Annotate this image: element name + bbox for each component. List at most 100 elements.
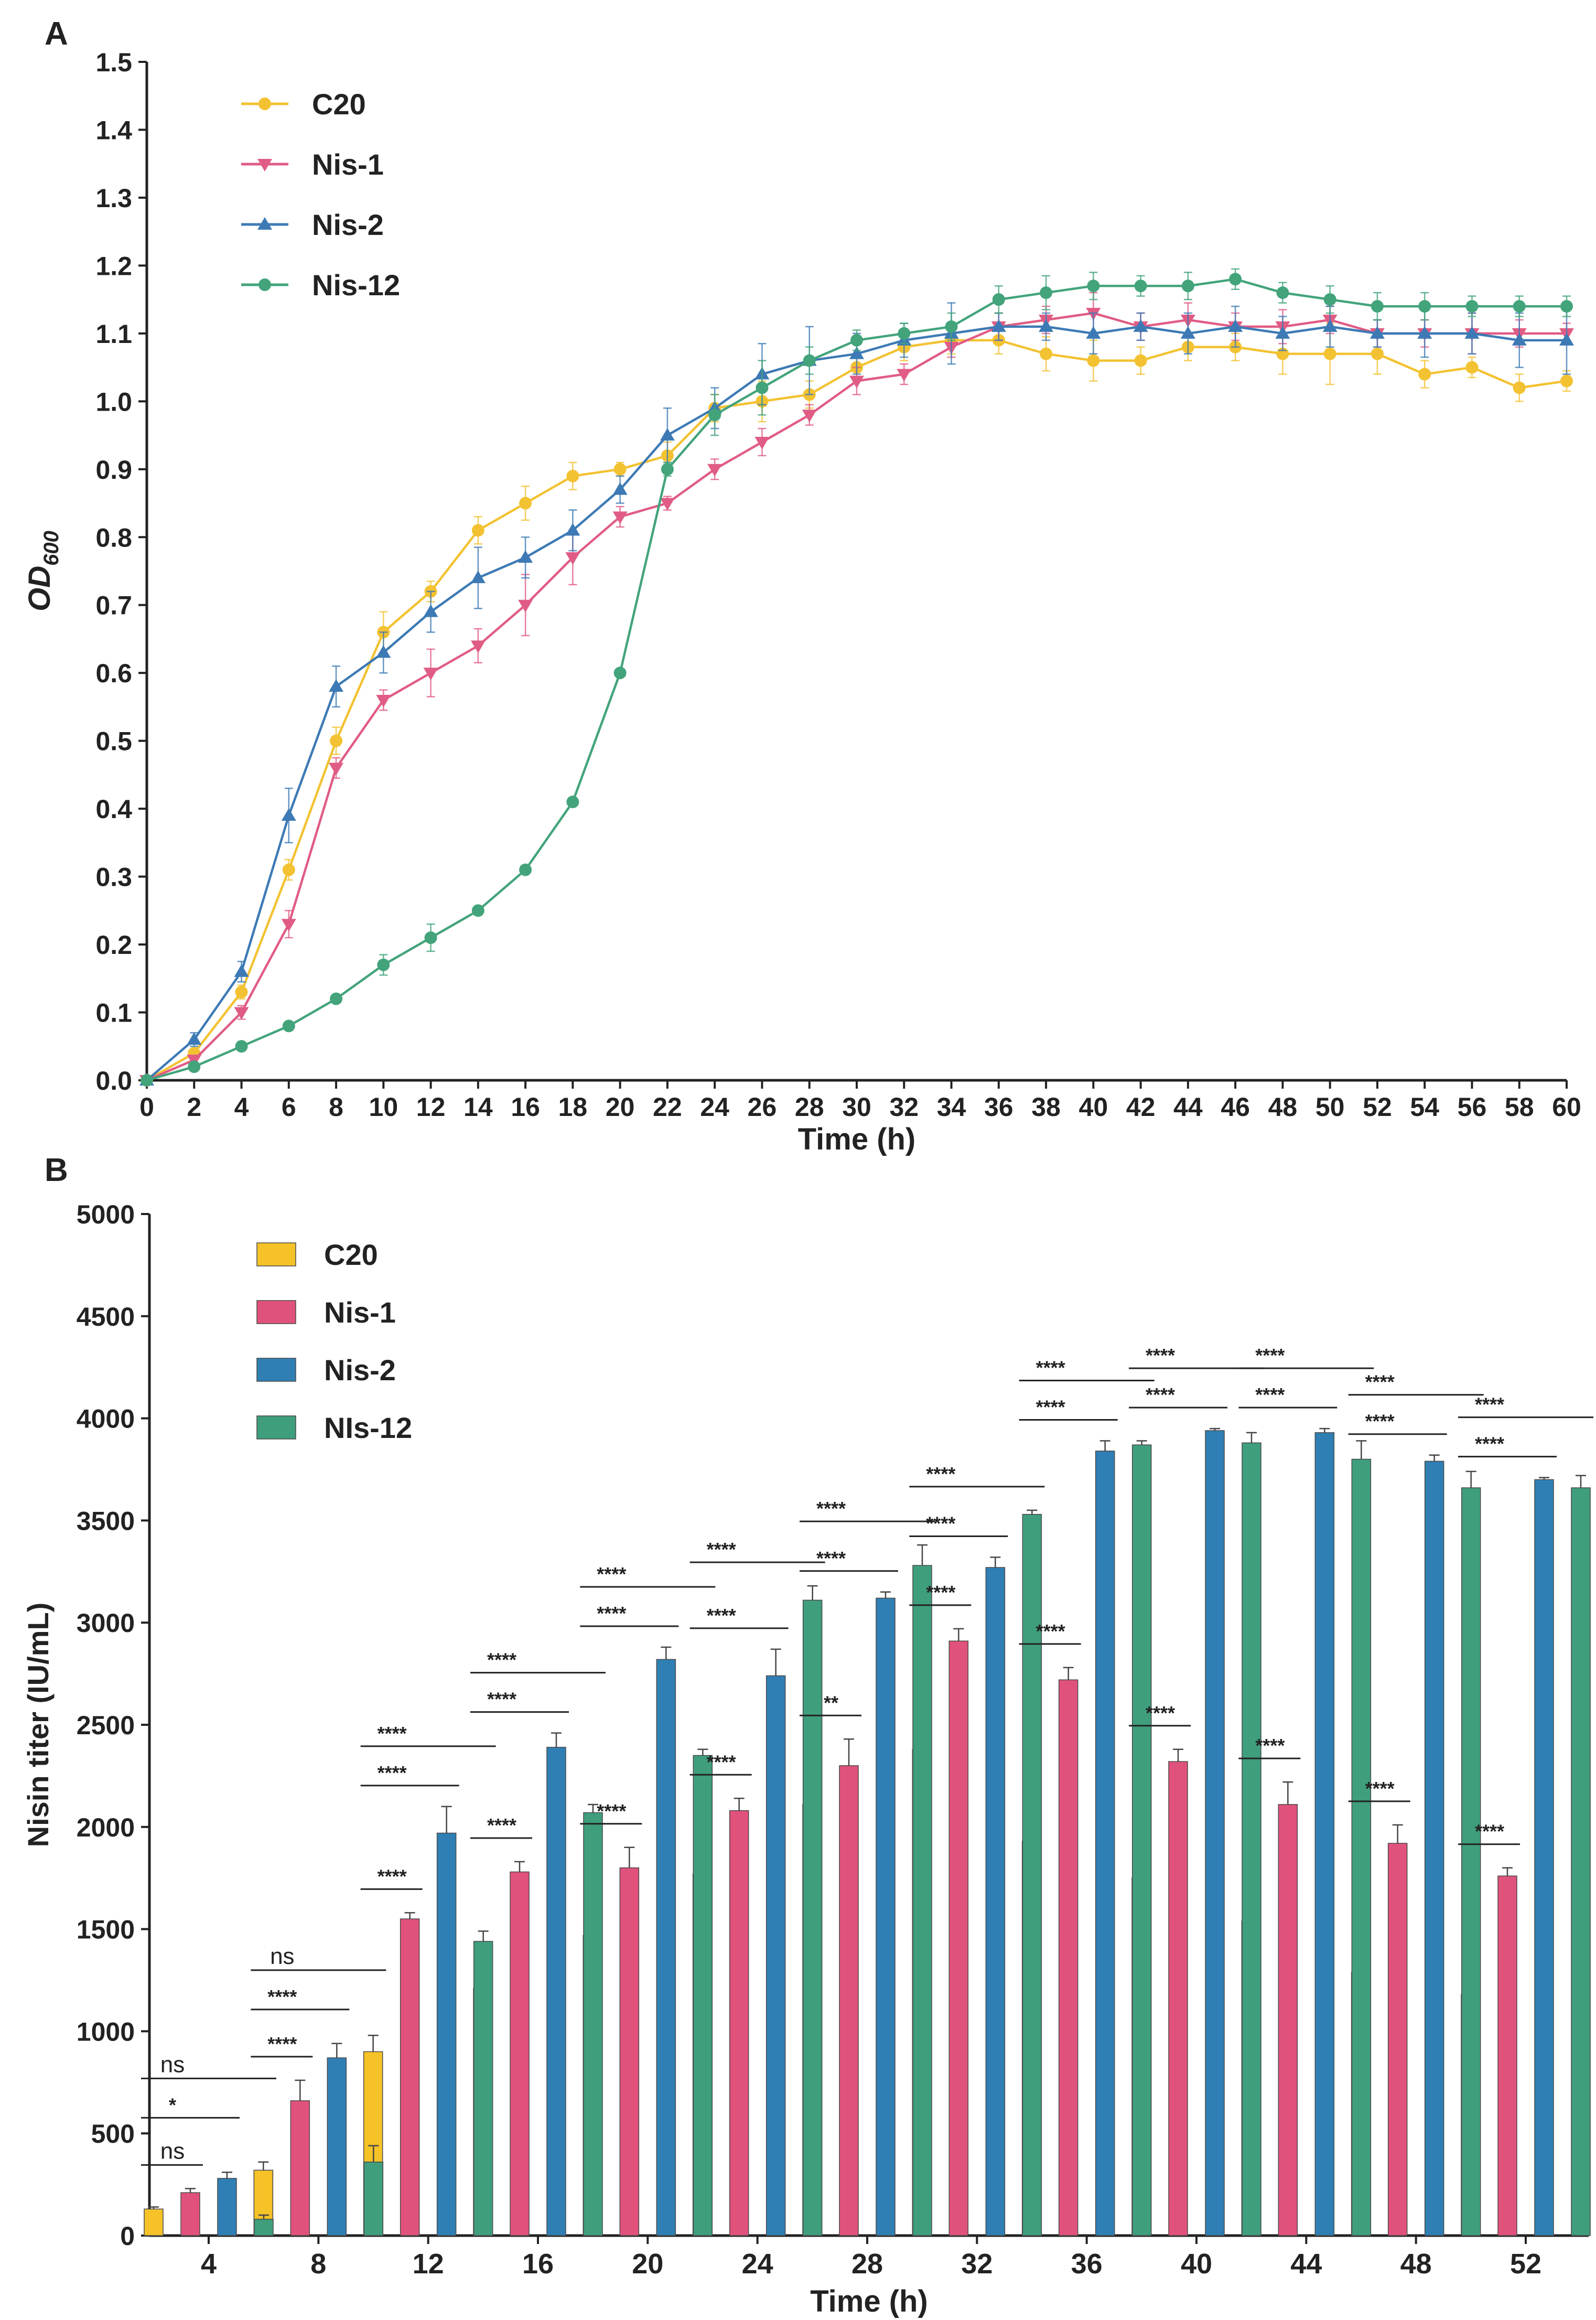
b-significance-label: ****	[926, 1513, 955, 1534]
b-bar	[693, 1755, 713, 2236]
a-x-tick-label: 30	[842, 1092, 871, 1122]
a-data-point	[423, 668, 438, 681]
b-bar	[1351, 1458, 1372, 2236]
a-y-tick-label: 0.3	[95, 863, 132, 892]
a-data-point	[1465, 300, 1479, 313]
a-data-point	[519, 863, 532, 876]
a-data-point	[1560, 374, 1573, 388]
a-data-point	[1323, 347, 1336, 360]
a-legend-item-c20: C20	[241, 88, 366, 121]
a-data-point	[424, 931, 437, 944]
a-data-point	[565, 523, 580, 536]
b-y-tick-label: 3000	[77, 1608, 135, 1638]
a-legend-marker	[258, 278, 271, 291]
a-data-point	[1559, 332, 1574, 346]
b-bar	[473, 1941, 493, 2236]
b-x-axis-title: Time (h)	[810, 2284, 928, 2318]
b-significance-label: ****	[1146, 1345, 1175, 1366]
a-x-tick-label: 48	[1268, 1092, 1298, 1122]
b-significance-label: ****	[378, 1865, 407, 1887]
b-bar	[400, 1918, 420, 2236]
a-data-point	[423, 604, 438, 617]
a-y-tick-label: 0.7	[95, 591, 132, 620]
b-y-axis-title: Nisin titer (IU/mL)	[21, 1603, 55, 1848]
b-x-tick-label: 44	[1290, 2248, 1322, 2280]
a-x-tick-label: 4	[234, 1092, 249, 1122]
b-bar	[802, 1599, 823, 2236]
b-bar	[546, 1747, 566, 2236]
a-data-point	[281, 808, 296, 821]
a-y-axis-title-main: OD	[23, 566, 57, 611]
a-legend-label: Nis-2	[312, 208, 384, 241]
b-y-tick-label: 500	[91, 2119, 135, 2149]
b-significance-label: ****	[1036, 1396, 1065, 1417]
b-bar	[363, 2161, 384, 2236]
b-y-tick-label: 2000	[77, 1813, 135, 1842]
a-x-tick-label: 50	[1315, 1092, 1345, 1122]
a-data-point	[660, 428, 675, 441]
a-legend-item-nis-12: Nis-12	[241, 268, 400, 302]
a-data-point	[992, 293, 1005, 306]
b-significance-label: ****	[707, 1605, 736, 1626]
b-bar	[1424, 1460, 1444, 2236]
a-x-tick-label: 32	[889, 1092, 919, 1122]
a-data-point	[1180, 326, 1195, 339]
b-significance-label: ****	[1475, 1821, 1504, 1842]
a-y-tick-label: 1.0	[95, 387, 132, 416]
b-x-tick-label: 8	[310, 2248, 326, 2280]
a-data-point	[708, 409, 721, 422]
a-data-point	[613, 463, 627, 476]
a-legend-label: Nis-12	[312, 268, 400, 302]
a-data-point	[1087, 280, 1100, 293]
a-data-point	[187, 1032, 202, 1045]
panel-b-letter: B	[45, 1152, 68, 1188]
b-significance-label: ****	[1255, 1345, 1285, 1366]
a-x-tick-label: 56	[1458, 1092, 1487, 1122]
b-y-tick-label: 1500	[77, 1915, 135, 1945]
b-significance-label: ns	[160, 2138, 185, 2164]
a-y-tick-label: 0.9	[95, 455, 132, 485]
b-bar	[765, 1675, 786, 2236]
a-data-point	[661, 463, 674, 476]
b-bar	[1131, 1444, 1152, 2236]
b-significance-label: ****	[267, 1986, 297, 2007]
a-data-point	[613, 667, 627, 680]
a-data-point	[234, 964, 249, 977]
a-x-tick-label: 14	[463, 1092, 493, 1122]
a-data-point	[898, 327, 911, 340]
b-significance-label: ****	[926, 1582, 955, 1603]
a-data-point	[1513, 300, 1526, 313]
a-data-point	[566, 469, 579, 482]
b-x-tick-label: 32	[961, 2248, 993, 2280]
b-legend-label: Nis-1	[324, 1296, 396, 1329]
a-legend-marker	[257, 159, 272, 171]
a-legend-label: Nis-1	[312, 148, 384, 181]
a-x-tick-label: 10	[369, 1092, 398, 1122]
b-bar	[583, 1812, 603, 2236]
b-significance-label: ****	[707, 1539, 736, 1560]
a-data-point	[376, 694, 391, 707]
b-significance-label: ****	[1475, 1394, 1504, 1415]
b-bar	[290, 2100, 310, 2236]
panel-b-bar-chart: 0 500 1000 1500 2000 2500 3000 3500 4000 4500 5000…	[21, 1200, 1593, 2318]
a-legend-marker	[258, 98, 271, 110]
b-series-nis-1	[180, 1628, 1517, 2236]
a-data-point	[1417, 326, 1432, 339]
b-significance-label: ****	[487, 1649, 516, 1671]
a-x-tick-label: 58	[1505, 1092, 1534, 1122]
a-data-point	[235, 985, 248, 998]
a-x-tick-label: 22	[653, 1092, 682, 1122]
b-significance-label: ****	[926, 1463, 955, 1485]
a-data-point	[1228, 319, 1243, 332]
a-data-point	[1040, 286, 1053, 299]
a-x-tick-label: 26	[748, 1092, 777, 1122]
b-x-tick-label: 16	[522, 2248, 554, 2280]
b-legend-item-nis-1: Nis-1	[256, 1296, 396, 1329]
b-significance-label: ****	[378, 1723, 407, 1744]
a-data-point	[754, 437, 770, 450]
a-legend-marker	[257, 217, 272, 230]
a-data-point	[518, 550, 533, 563]
b-legend-swatch	[256, 1358, 296, 1382]
a-data-point	[1229, 273, 1242, 286]
